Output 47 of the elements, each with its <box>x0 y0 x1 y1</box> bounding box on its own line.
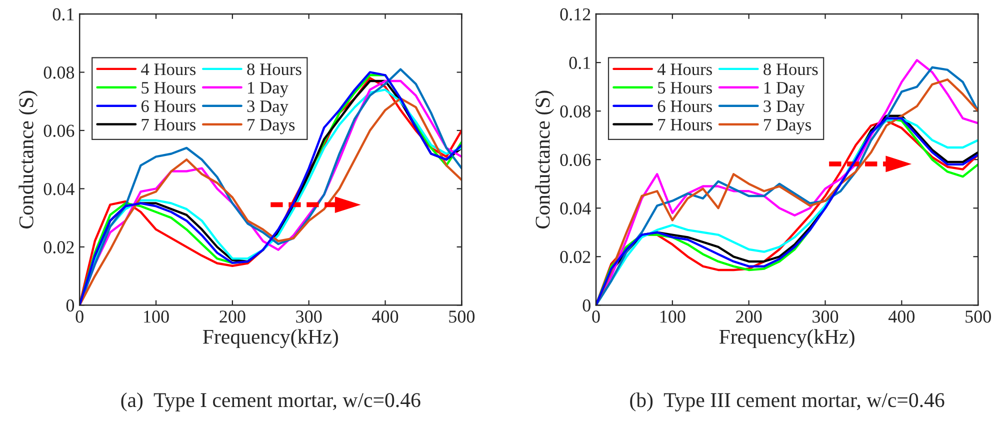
x-tick-label: 400 <box>372 310 398 323</box>
y-axis-title: Conductance (S) <box>535 90 554 228</box>
y-tick-label: 0.08 <box>560 105 590 118</box>
y-axis-title: Conductance (S) <box>18 90 38 228</box>
legend-label: 7 Days <box>248 119 295 134</box>
legend-label: 4 Hours <box>657 64 712 76</box>
legend-label: 1 Day <box>764 82 805 98</box>
y-tick-label: 0.06 <box>560 154 591 166</box>
legend-label: 4 Hours <box>141 64 196 76</box>
x-tick-label: 200 <box>220 310 246 323</box>
y-tick-label: 0 <box>582 299 590 312</box>
legend-label: 1 Day <box>248 82 288 98</box>
text: (b) Type III cement mortar, w/c=0.46 <box>630 392 944 412</box>
legend-label: 3 Day <box>247 100 288 116</box>
legend-label: 8 Hours <box>764 63 818 76</box>
text: (a) Type I cement mortar, w/c=0.46 <box>121 392 420 412</box>
x-tick-label: 100 <box>144 310 169 323</box>
x-tick-label: 0 <box>76 310 84 323</box>
y-tick-label: 0 <box>66 299 74 312</box>
y-tick-label: 0.12 <box>560 8 590 21</box>
y-tick-label: 0.04 <box>560 202 591 215</box>
y-tick-label: 0.04 <box>44 182 74 196</box>
legend-label: 6 Hours <box>141 100 196 112</box>
y-tick-label: 0.06 <box>44 124 74 137</box>
x-tick-label: 500 <box>449 310 475 323</box>
x-tick-label: 200 <box>736 310 762 323</box>
x-tick-label: 300 <box>812 310 838 323</box>
legend-label: 8 Hours <box>247 63 302 76</box>
x-tick-label: 100 <box>660 310 686 323</box>
x-tick-label: 300 <box>296 310 322 323</box>
x-axis-title: Frequency(kHz) <box>202 329 338 348</box>
legend-label: 7 Hours <box>658 118 712 131</box>
legend-label: 5 Hours <box>142 82 196 94</box>
x-tick-label: 500 <box>966 310 991 323</box>
y-tick-label: 0.02 <box>44 241 74 254</box>
x-tick-label: 400 <box>888 310 915 323</box>
y-tick-label: 0.02 <box>560 250 590 264</box>
x-tick-label: 0 <box>592 310 600 323</box>
legend-label: 6 Hours <box>658 100 712 112</box>
legend-label: 7 Days <box>764 119 811 134</box>
legend-label: 5 Hours <box>658 82 712 94</box>
y-tick-label: 0.1 <box>569 56 590 70</box>
x-axis-title: Frequency(kHz) <box>719 329 854 348</box>
legend-label: 7 Hours <box>142 118 196 131</box>
legend-label: 3 Day <box>764 100 805 116</box>
y-tick-label: 0.1 <box>52 8 74 21</box>
y-tick-label: 0.08 <box>44 66 74 79</box>
